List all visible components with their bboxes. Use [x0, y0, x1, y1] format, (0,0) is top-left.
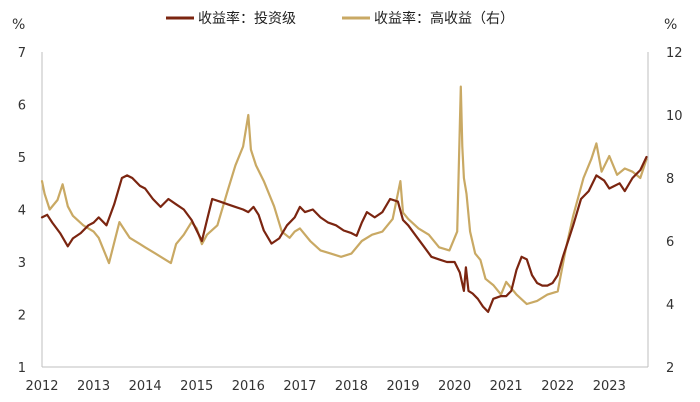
- y-left-tick-label: 3: [18, 256, 26, 271]
- series-lines: [40, 85, 648, 313]
- x-tick-label: 2012: [25, 379, 58, 394]
- x-tick-label: 2017: [283, 379, 316, 394]
- x-tick-label: 2023: [593, 379, 626, 394]
- x-tick-label: 2022: [541, 379, 574, 394]
- x-tick-label: 2021: [490, 379, 523, 394]
- y-left-tick-label: 7: [18, 46, 26, 61]
- y-right-tick-label: 2: [666, 361, 674, 376]
- y-right-tick-label: 8: [666, 172, 674, 187]
- y-right-tick-label: 10: [666, 109, 683, 124]
- x-tick-label: 2013: [77, 379, 110, 394]
- left-axis-unit: %: [12, 17, 25, 33]
- x-tick-label: 2019: [386, 379, 419, 394]
- legend-label: 收益率：高收益（右）: [374, 10, 514, 27]
- y-left-tick-label: 5: [18, 151, 26, 166]
- y-left-tick-label: 2: [18, 309, 26, 324]
- y-right-tick-label: 12: [666, 46, 683, 61]
- legend: 收益率：投资级 收益率：高收益（右）: [166, 10, 514, 27]
- y-left-tick-label: 1: [18, 361, 26, 376]
- y-left-tick-label: 6: [18, 99, 26, 114]
- x-tick-label: 2014: [129, 379, 162, 394]
- y-left-tick-label: 4: [18, 204, 26, 219]
- x-tick-label: 2016: [232, 379, 265, 394]
- x-tick-label: 2020: [438, 379, 471, 394]
- axes: [41, 52, 649, 368]
- right-axis-unit: %: [664, 17, 677, 33]
- legend-label: 收益率：投资级: [198, 10, 296, 27]
- x-tick-label: 2015: [180, 379, 213, 394]
- high-yield-series-line: [40, 85, 648, 306]
- y-right-tick-label: 6: [666, 235, 674, 250]
- x-tick-label: 2018: [335, 379, 368, 394]
- investment-grade-series-line: [40, 155, 648, 313]
- y-right-tick-label: 4: [666, 298, 674, 313]
